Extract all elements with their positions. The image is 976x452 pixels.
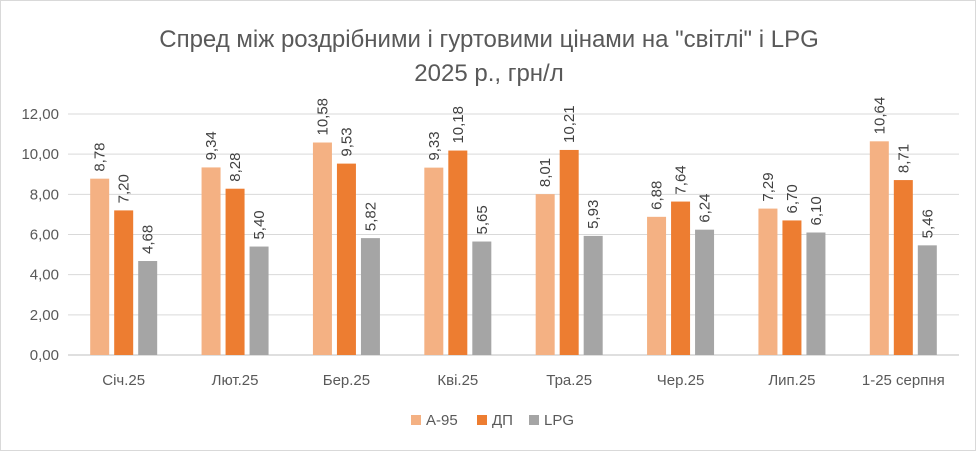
bar-А-95-1-25 серпня bbox=[869, 141, 889, 355]
bar-LPG-1-25 серпня bbox=[917, 245, 937, 355]
chart-title: Спред між роздрібними і гуртовими цінами… bbox=[159, 26, 819, 53]
bar-ДП-Тра.25 bbox=[559, 149, 579, 355]
bar-ДП-1-25 серпня bbox=[893, 180, 913, 355]
data-labels: 8,78 7,20 4,68 9,34 8,28 5,40 10,58 9,53 5,82 9,3… bbox=[92, 97, 937, 254]
legend-label: LPG bbox=[544, 412, 574, 429]
data-label: 8,78 bbox=[92, 142, 109, 171]
bar-А-95-Лют.25 bbox=[201, 167, 221, 355]
legend-swatch-LPG bbox=[529, 415, 539, 425]
bars bbox=[90, 141, 937, 355]
y-tick-label: 6,00 bbox=[30, 227, 59, 244]
legend-label: А-95 bbox=[426, 412, 458, 429]
data-label: 8,71 bbox=[895, 144, 912, 173]
legend-label: ДП bbox=[492, 412, 513, 429]
bar-LPG-Бер.25 bbox=[360, 238, 380, 355]
data-label: 10,21 bbox=[561, 105, 578, 143]
bar-ДП-Бер.25 bbox=[336, 163, 356, 355]
data-label: 6,70 bbox=[784, 184, 801, 213]
data-label: 7,20 bbox=[116, 174, 133, 203]
data-label: 10,18 bbox=[450, 106, 467, 144]
y-axis-ticks: 0,00 2,00 4,00 6,00 8,00 10,00 12,00 bbox=[21, 106, 59, 364]
y-tick-label: 4,00 bbox=[30, 267, 59, 284]
bar-LPG-Лют.25 bbox=[249, 246, 269, 355]
bar-А-95-Тра.25 bbox=[535, 194, 555, 355]
data-label: 5,46 bbox=[919, 209, 936, 238]
x-category-label: Тра.25 bbox=[546, 372, 592, 389]
data-label: 5,82 bbox=[362, 202, 379, 231]
bar-ДП-Кві.25 bbox=[448, 150, 468, 355]
y-tick-label: 8,00 bbox=[30, 186, 59, 203]
bar-LPG-Лип.25 bbox=[806, 232, 826, 355]
y-tick-label: 12,00 bbox=[21, 106, 59, 123]
x-category-label: Січ.25 bbox=[102, 372, 145, 389]
bar-LPG-Кві.25 bbox=[472, 241, 492, 355]
bar-А-95-Лип.25 bbox=[758, 208, 778, 355]
bar-А-95-Січ.25 bbox=[90, 178, 110, 355]
bar-А-95-Чер.25 bbox=[647, 216, 667, 355]
data-label: 9,34 bbox=[203, 131, 220, 160]
bar-ДП-Чер.25 bbox=[671, 201, 691, 355]
legend-swatch-А-95 bbox=[411, 415, 421, 425]
legend-swatch-ДП bbox=[477, 415, 487, 425]
data-label: 6,24 bbox=[697, 193, 714, 222]
legend: А-95 ДП LPG bbox=[411, 412, 574, 429]
bar-А-95-Бер.25 bbox=[312, 142, 332, 355]
bar-ДП-Лют.25 bbox=[225, 188, 245, 355]
y-tick-label: 2,00 bbox=[30, 307, 59, 324]
x-category-label: Бер.25 bbox=[323, 372, 370, 389]
bar-ДП-Лип.25 bbox=[782, 220, 802, 355]
data-label: 5,65 bbox=[474, 205, 491, 234]
bar-LPG-Січ.25 bbox=[138, 261, 158, 355]
y-tick-label: 0,00 bbox=[30, 347, 59, 364]
data-label: 9,53 bbox=[338, 127, 355, 156]
data-label: 10,64 bbox=[871, 97, 888, 135]
bar-LPG-Тра.25 bbox=[583, 235, 603, 355]
y-tick-label: 10,00 bbox=[21, 146, 59, 163]
x-category-label: Кві.25 bbox=[437, 372, 478, 389]
bar-А-95-Кві.25 bbox=[424, 167, 444, 355]
data-label: 10,58 bbox=[314, 98, 331, 136]
data-label: 8,28 bbox=[227, 153, 244, 182]
data-label: 5,40 bbox=[251, 210, 268, 239]
data-label: 8,01 bbox=[537, 158, 554, 187]
data-label: 7,29 bbox=[760, 172, 777, 201]
x-axis-categories: Січ.25 Лют.25 Бер.25 Кві.25 Тра.25 Чер.25 Лип.… bbox=[102, 372, 945, 389]
bar-ДП-Січ.25 bbox=[114, 210, 134, 355]
chart-subtitle: 2025 р., грн/л bbox=[414, 60, 563, 87]
x-category-label: Чер.25 bbox=[657, 372, 705, 389]
x-category-label: Лют.25 bbox=[212, 372, 259, 389]
x-category-label: Лип.25 bbox=[768, 372, 815, 389]
data-label: 7,64 bbox=[673, 165, 690, 194]
data-label: 5,93 bbox=[585, 200, 602, 229]
data-label: 6,10 bbox=[808, 196, 825, 225]
x-category-label: 1-25 серпня bbox=[862, 372, 945, 389]
data-label: 9,33 bbox=[426, 131, 443, 160]
data-label: 6,88 bbox=[649, 181, 666, 210]
data-label: 4,68 bbox=[140, 225, 157, 254]
bar-LPG-Чер.25 bbox=[695, 229, 715, 355]
